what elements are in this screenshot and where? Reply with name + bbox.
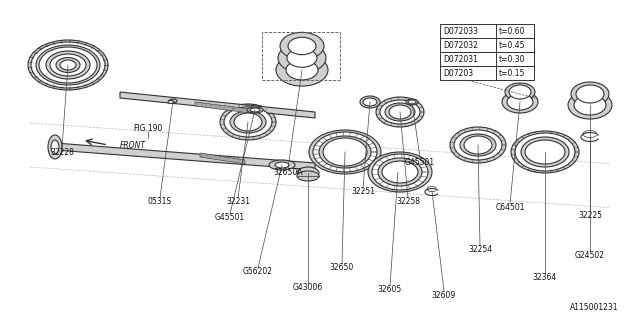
Text: G45501: G45501: [405, 157, 435, 166]
Polygon shape: [120, 92, 315, 118]
Text: 0531S: 0531S: [148, 197, 172, 206]
Ellipse shape: [509, 85, 531, 99]
Ellipse shape: [515, 133, 575, 171]
Ellipse shape: [406, 99, 418, 105]
Ellipse shape: [454, 130, 502, 160]
Ellipse shape: [276, 54, 328, 86]
Ellipse shape: [309, 130, 381, 174]
Ellipse shape: [288, 37, 316, 55]
Text: t=0.15: t=0.15: [499, 68, 525, 77]
Text: t=0.45: t=0.45: [499, 41, 525, 50]
Ellipse shape: [39, 47, 97, 83]
Ellipse shape: [323, 138, 367, 166]
FancyBboxPatch shape: [440, 66, 534, 80]
Ellipse shape: [576, 85, 604, 103]
Text: FIG.190: FIG.190: [133, 124, 163, 132]
Ellipse shape: [378, 158, 422, 186]
Ellipse shape: [220, 104, 276, 140]
Ellipse shape: [230, 111, 266, 133]
Ellipse shape: [525, 140, 565, 164]
Polygon shape: [200, 153, 245, 164]
Ellipse shape: [521, 137, 569, 167]
Text: 32228: 32228: [50, 148, 74, 156]
Ellipse shape: [507, 94, 533, 110]
Ellipse shape: [250, 108, 260, 112]
Ellipse shape: [297, 171, 319, 181]
Ellipse shape: [247, 107, 263, 113]
FancyBboxPatch shape: [440, 52, 534, 66]
Text: t=0.60: t=0.60: [499, 27, 525, 36]
Ellipse shape: [297, 167, 319, 179]
Ellipse shape: [571, 82, 609, 106]
Ellipse shape: [50, 54, 86, 76]
Ellipse shape: [568, 91, 612, 119]
Text: D072032: D072032: [443, 41, 478, 50]
Ellipse shape: [169, 99, 177, 103]
Ellipse shape: [380, 100, 420, 124]
Ellipse shape: [363, 98, 377, 106]
Ellipse shape: [382, 161, 418, 183]
FancyBboxPatch shape: [440, 24, 534, 38]
Text: 32225: 32225: [578, 211, 602, 220]
Ellipse shape: [36, 45, 100, 85]
Text: G24502: G24502: [575, 251, 605, 260]
Ellipse shape: [460, 134, 496, 156]
Ellipse shape: [450, 127, 506, 163]
Text: t=0.30: t=0.30: [499, 54, 525, 63]
Ellipse shape: [31, 42, 105, 88]
Ellipse shape: [286, 60, 318, 80]
Ellipse shape: [376, 97, 424, 127]
Text: 32605: 32605: [378, 285, 402, 294]
Text: 32650: 32650: [330, 263, 354, 273]
Text: D072033: D072033: [443, 27, 478, 36]
Polygon shape: [195, 102, 250, 113]
Text: FRONT: FRONT: [120, 140, 146, 149]
Text: 32650A: 32650A: [273, 167, 303, 177]
Ellipse shape: [224, 107, 272, 137]
Ellipse shape: [385, 103, 415, 121]
Text: 32258: 32258: [396, 197, 420, 206]
Text: 32609: 32609: [432, 291, 456, 300]
Ellipse shape: [168, 100, 174, 103]
Text: A115001231: A115001231: [570, 303, 618, 312]
Ellipse shape: [372, 154, 428, 190]
Ellipse shape: [234, 113, 262, 131]
FancyBboxPatch shape: [440, 38, 534, 52]
Text: C64501: C64501: [495, 204, 525, 212]
Text: 32364: 32364: [533, 274, 557, 283]
Text: 32231: 32231: [226, 197, 250, 206]
Ellipse shape: [275, 162, 289, 168]
Ellipse shape: [56, 58, 80, 73]
Ellipse shape: [269, 160, 295, 170]
Ellipse shape: [389, 105, 411, 119]
Ellipse shape: [278, 43, 326, 73]
Ellipse shape: [287, 49, 317, 67]
Ellipse shape: [574, 95, 606, 115]
Ellipse shape: [464, 136, 492, 154]
Ellipse shape: [51, 140, 59, 154]
Ellipse shape: [511, 131, 579, 173]
Ellipse shape: [280, 32, 324, 60]
Text: G43006: G43006: [293, 284, 323, 292]
Ellipse shape: [360, 96, 380, 108]
Text: G45501: G45501: [215, 213, 245, 222]
Ellipse shape: [502, 91, 538, 113]
Ellipse shape: [505, 83, 535, 101]
Ellipse shape: [408, 100, 416, 104]
Ellipse shape: [319, 136, 371, 168]
Polygon shape: [55, 143, 315, 170]
Text: D072031: D072031: [443, 54, 478, 63]
Ellipse shape: [46, 51, 90, 79]
Ellipse shape: [28, 40, 108, 90]
Text: 32251: 32251: [351, 188, 375, 196]
Ellipse shape: [313, 132, 377, 172]
Ellipse shape: [368, 152, 432, 192]
Text: 32254: 32254: [468, 245, 492, 254]
Ellipse shape: [48, 135, 62, 159]
Text: G56202: G56202: [243, 268, 273, 276]
Ellipse shape: [60, 60, 76, 70]
Text: D07203: D07203: [443, 68, 473, 77]
